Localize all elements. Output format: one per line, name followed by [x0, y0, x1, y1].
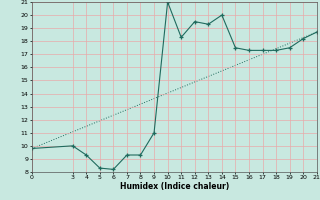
X-axis label: Humidex (Indice chaleur): Humidex (Indice chaleur) — [120, 182, 229, 191]
